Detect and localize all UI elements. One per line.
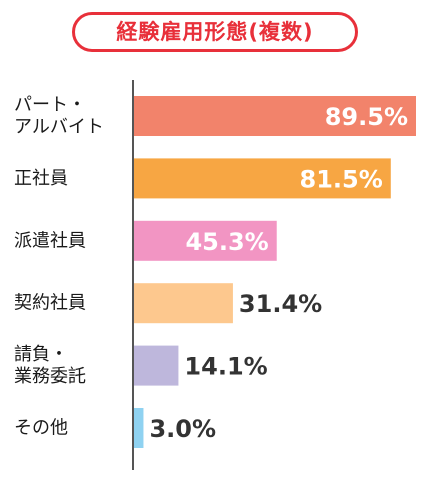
- category-label-5: 請負・業務委託: [14, 344, 86, 387]
- category-label-3: 派遣社員: [14, 230, 86, 251]
- category-label-4: 契約社員: [14, 293, 86, 314]
- category-label-line: 派遣社員: [14, 230, 86, 251]
- category-label-6: その他: [14, 418, 68, 439]
- category-label-line: 業務委託: [14, 366, 86, 387]
- value-label-2: 81.5%: [300, 165, 383, 193]
- value-label-5: 14.1%: [184, 353, 267, 381]
- value-label-4: 31.4%: [239, 290, 322, 318]
- bar-5: [134, 345, 179, 386]
- category-label-2: 正社員: [14, 168, 68, 189]
- value-label-3: 45.3%: [185, 228, 268, 256]
- value-labels-group: 89.5% 81.5% 45.3% 31.4% 14.1% 3.0%: [149, 103, 408, 443]
- category-label-line: 契約社員: [14, 293, 86, 314]
- category-label-line: その他: [14, 418, 68, 439]
- bar-6: [134, 408, 144, 448]
- category-label-line: 請負・: [14, 344, 68, 365]
- category-label-line: パート・: [14, 95, 86, 116]
- bar-1: [134, 96, 416, 136]
- category-label-1: パート・アルバイト: [14, 95, 104, 138]
- bar-3: [134, 220, 277, 261]
- value-label-6: 3.0%: [149, 415, 216, 443]
- chart-title: 経験雇用形態(複数): [72, 12, 358, 52]
- category-label-line: 正社員: [14, 168, 68, 189]
- bars-group: [134, 96, 416, 448]
- value-label-1: 89.5%: [325, 103, 408, 131]
- bar-2: [134, 158, 391, 199]
- category-label-line: アルバイト: [14, 117, 104, 138]
- bar-4: [134, 283, 233, 324]
